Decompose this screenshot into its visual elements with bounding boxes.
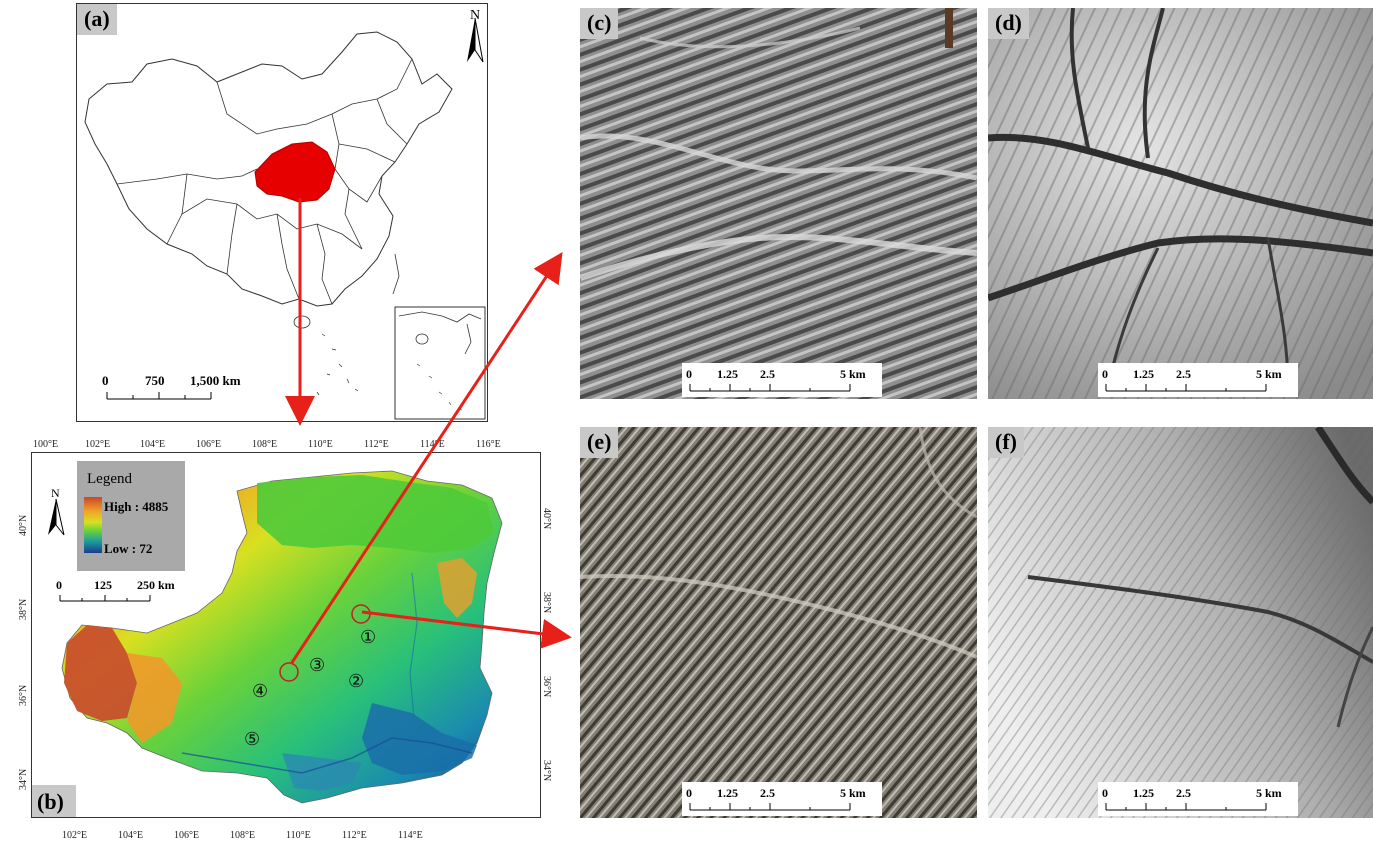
scale-tick: 0 bbox=[686, 367, 692, 381]
legend-high: High : 4885 bbox=[104, 499, 169, 514]
lat-label: 36°N bbox=[541, 676, 552, 697]
scale-tick: 750 bbox=[145, 373, 165, 388]
site-circle bbox=[279, 662, 299, 682]
scale-tick: 125 bbox=[94, 578, 112, 592]
scale-tick: 0 bbox=[56, 578, 62, 592]
scale-tick: 0 bbox=[102, 373, 109, 388]
site-label: ② bbox=[348, 671, 364, 691]
satellite-terrain-c bbox=[580, 8, 977, 399]
scale-tick: 5 km bbox=[840, 367, 866, 381]
satellite-terrain-e bbox=[580, 427, 977, 818]
scale-tick: 1.25 bbox=[1133, 367, 1154, 381]
lon-label: 110°E bbox=[308, 439, 333, 450]
lon-label: 114°E bbox=[420, 439, 445, 450]
scale-bar-f: 0 1.25 2.5 5 km bbox=[1098, 782, 1298, 816]
south-china-sea-inset bbox=[394, 306, 486, 420]
scale-tick: 0 bbox=[1102, 786, 1108, 800]
china-outline-map: N 0 750 1,500 km bbox=[84, 8, 486, 420]
lon-label: 106°E bbox=[196, 439, 221, 450]
lon-label: 104°E bbox=[140, 439, 165, 450]
lon-label: 114°E bbox=[398, 830, 423, 841]
lon-label: 108°E bbox=[230, 830, 255, 841]
lat-label: 40°N bbox=[541, 508, 552, 529]
panel-label-a: (a) bbox=[77, 4, 117, 35]
lat-label: 34°N bbox=[18, 769, 29, 790]
scale-bar-a: 0 750 1,500 km bbox=[102, 373, 241, 400]
scale-tick: 250 km bbox=[137, 578, 175, 592]
lon-label: 100°E bbox=[33, 439, 58, 450]
lon-label: 104°E bbox=[118, 830, 143, 841]
lat-label: 38°N bbox=[18, 599, 29, 620]
lon-label: 108°E bbox=[252, 439, 277, 450]
north-label: N bbox=[51, 486, 60, 500]
lat-label: 34°N bbox=[541, 760, 552, 781]
north-arrow-icon bbox=[48, 498, 65, 536]
scale-tick: 1.25 bbox=[1133, 786, 1154, 800]
dem-legend: Legend High : 4885 Low : 72 bbox=[77, 461, 185, 571]
scale-bar-e: 0 1.25 2.5 5 km bbox=[682, 782, 882, 816]
lat-label: 36°N bbox=[18, 685, 29, 706]
scale-bar-d: 0 1.25 2.5 5 km bbox=[1098, 363, 1298, 397]
panel-d-dem-hillshade: (d) 0 1.25 2.5 5 km bbox=[988, 8, 1373, 399]
scale-tick: 1,500 km bbox=[190, 373, 241, 388]
lat-label: 38°N bbox=[541, 592, 552, 613]
dem-terrain-d bbox=[988, 8, 1373, 399]
lon-label: 112°E bbox=[364, 439, 389, 450]
panel-e-satellite-image: (e) 0 1.25 2.5 5 km bbox=[580, 427, 977, 818]
dem-terrain-f bbox=[988, 427, 1373, 818]
scale-tick: 0 bbox=[686, 786, 692, 800]
lon-label: 112°E bbox=[342, 830, 367, 841]
lon-label: 110°E bbox=[286, 830, 311, 841]
scale-bar-b: 0 125 250 km bbox=[56, 578, 175, 602]
scale-tick: 2.5 bbox=[1176, 786, 1191, 800]
north-arrow-icon bbox=[467, 17, 484, 63]
panel-label-e: (e) bbox=[580, 427, 619, 458]
lon-label: 102°E bbox=[62, 830, 87, 841]
panel-label-c: (c) bbox=[580, 8, 619, 39]
scale-tick: 5 km bbox=[1256, 367, 1282, 381]
panel-label-b: (b) bbox=[37, 789, 64, 814]
scale-tick: 1.25 bbox=[717, 367, 738, 381]
panel-c-satellite-image: (c) 0 1.25 2.5 5 km bbox=[580, 8, 977, 399]
panel-f-dem-hillshade: (f) 0 1.25 2.5 5 km bbox=[988, 427, 1373, 818]
panel-b-graticule: 100°E 102°E 104°E 106°E 108°E 110°E 112°… bbox=[18, 439, 552, 841]
lon-label: 116°E bbox=[476, 439, 501, 450]
legend-low: Low : 72 bbox=[104, 541, 152, 556]
scale-bar-c: 0 1.25 2.5 5 km bbox=[682, 363, 882, 397]
scale-tick: 0 bbox=[1102, 367, 1108, 381]
site-label: ④ bbox=[252, 681, 268, 701]
site-label: ⑤ bbox=[244, 729, 260, 749]
north-label: N bbox=[470, 8, 480, 23]
scale-tick: 5 km bbox=[840, 786, 866, 800]
panel-a-china-map: (a) N bbox=[76, 3, 488, 422]
scale-tick: 2.5 bbox=[760, 367, 775, 381]
scale-tick: 5 km bbox=[1256, 786, 1282, 800]
lat-label: 40°N bbox=[18, 515, 29, 536]
scale-tick: 2.5 bbox=[1176, 367, 1191, 381]
scale-tick: 1.25 bbox=[717, 786, 738, 800]
loess-plateau-region bbox=[254, 141, 336, 203]
panel-label-f: (f) bbox=[988, 427, 1024, 458]
legend-title: Legend bbox=[87, 471, 132, 487]
lon-label: 102°E bbox=[85, 439, 110, 450]
scale-tick: 2.5 bbox=[760, 786, 775, 800]
lon-label: 106°E bbox=[174, 830, 199, 841]
panel-label-d: (d) bbox=[988, 8, 1029, 39]
